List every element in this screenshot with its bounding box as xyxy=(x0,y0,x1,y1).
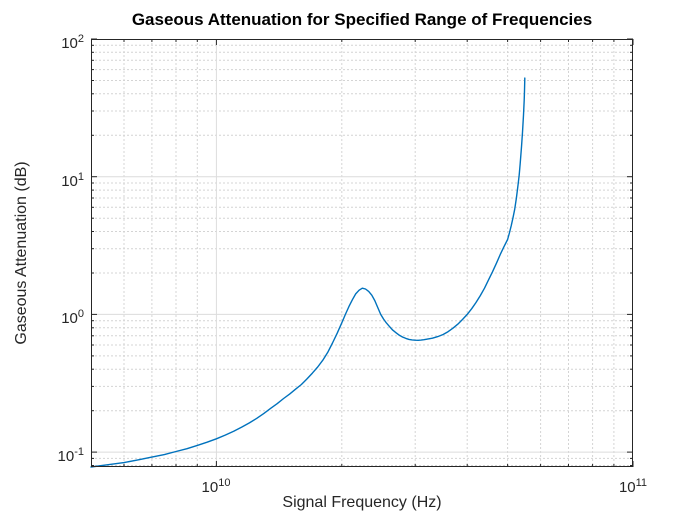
x-tick-label: 1011 xyxy=(618,477,648,496)
y-tick-label: 102 xyxy=(61,33,84,52)
chart-title: Gaseous Attenuation for Specified Range … xyxy=(131,10,593,29)
attenuation-curve xyxy=(90,77,526,468)
y-tick-label: 10-1 xyxy=(57,446,84,465)
axes-box xyxy=(91,39,633,467)
y-tick-label: 101 xyxy=(61,171,84,190)
y-tick-label: 100 xyxy=(61,308,84,327)
x-axis-label: Signal Frequency (Hz) xyxy=(282,494,442,511)
y-axis-label: Gaseous Attenuation (dB) xyxy=(13,161,30,345)
x-tick-label: 1010 xyxy=(201,477,231,496)
